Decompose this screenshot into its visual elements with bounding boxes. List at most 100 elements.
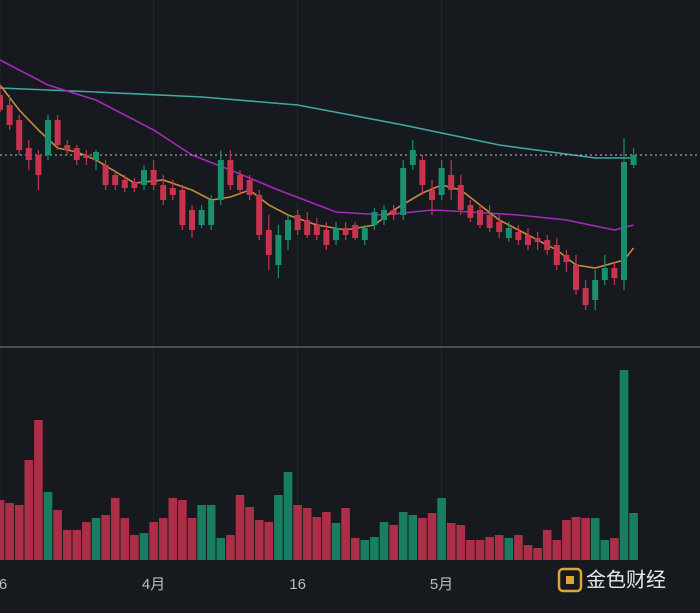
candle-body (265, 230, 272, 255)
candle-body (121, 180, 128, 188)
candle-body (169, 188, 176, 195)
candle-body (25, 148, 32, 160)
volume-bar (53, 510, 62, 560)
volume-bar (254, 520, 264, 560)
volume-bar (533, 548, 542, 560)
volume-bar (331, 523, 341, 560)
candle-body (54, 120, 61, 145)
candle-body (294, 215, 301, 230)
watermark-logo-core (566, 576, 574, 584)
volume-bar (379, 522, 389, 560)
volume-bar (523, 545, 533, 560)
candle-body (102, 165, 109, 185)
volume-bar (542, 530, 552, 560)
candle-body (467, 205, 474, 218)
volume-bar (341, 508, 350, 560)
candle-body (582, 288, 589, 305)
candle-body (189, 210, 195, 230)
volume-bar (101, 515, 110, 560)
candle-body (400, 168, 407, 215)
volume-bar (62, 530, 72, 560)
candle-body (515, 232, 522, 240)
candle-body (438, 168, 445, 195)
candle-body (160, 185, 167, 200)
candle-body (304, 220, 311, 235)
volume-bar (504, 538, 514, 560)
candle-body (83, 155, 90, 158)
candle-body (112, 175, 119, 185)
watermark: 金色财经 (557, 567, 666, 593)
volume-bar (312, 517, 322, 560)
candle-body (563, 255, 570, 262)
candle-body (361, 228, 368, 240)
candle-body (448, 175, 455, 190)
volume-bar (350, 538, 360, 560)
volume-bar (600, 540, 610, 560)
volume-bar (91, 518, 101, 560)
candle-body (429, 190, 435, 200)
candle-body (544, 240, 551, 250)
candle-body (93, 152, 99, 160)
candle-body (621, 162, 627, 280)
candle-body (208, 200, 215, 225)
candle-body (505, 228, 512, 238)
candle-body (150, 170, 157, 185)
volume-bar (562, 520, 571, 560)
candle-body (477, 210, 483, 225)
x-tick-label: 16 (289, 576, 306, 593)
volume-bar (408, 515, 418, 560)
volume-bar (72, 530, 82, 560)
candle-body (285, 220, 291, 240)
volume-bar (466, 540, 475, 560)
candle-body (217, 160, 224, 200)
candle-body (275, 235, 282, 265)
candle-body (601, 268, 608, 280)
volume-bar (370, 537, 379, 560)
volume-bar (245, 507, 254, 560)
volume-bar (437, 498, 446, 560)
candle-body (352, 225, 359, 238)
volume-bar (139, 533, 149, 560)
volume-bar (494, 535, 504, 560)
candle-body (6, 105, 13, 125)
candle-body (534, 238, 541, 242)
volume-bar (149, 522, 158, 560)
volume-bar (389, 525, 398, 560)
candle-body (64, 145, 71, 150)
volume-bar (514, 535, 523, 560)
candle-body (0, 95, 3, 110)
volume-bar (581, 518, 590, 560)
candle-body (246, 180, 253, 195)
candle-body (486, 215, 493, 228)
candle-body (237, 175, 243, 190)
candle-body (553, 245, 560, 265)
watermark-logo (557, 567, 583, 593)
moving-average-line (0, 59, 634, 231)
volume-bar (274, 495, 283, 560)
volume-bar (398, 512, 408, 560)
volume-bar (158, 518, 168, 560)
volume-bar (82, 522, 91, 560)
candle-body (611, 268, 618, 278)
volume-bar (216, 538, 226, 560)
volume-bar (456, 525, 466, 560)
volume-bar (427, 513, 437, 560)
candle-body (73, 148, 80, 160)
volume-bar (43, 492, 53, 560)
candle-body (573, 265, 579, 290)
candle-body (198, 210, 205, 225)
x-tick-label: 5月 (430, 576, 453, 593)
volume-bar (571, 517, 581, 560)
volume-bar (418, 518, 427, 560)
candle-body (409, 150, 416, 165)
candle-body (45, 120, 51, 155)
volume-bar (14, 505, 24, 560)
moving-average-line (0, 87, 634, 159)
candle-body (256, 195, 263, 235)
volume-bar (187, 518, 197, 560)
candle-body (457, 185, 464, 210)
volume-bar (446, 523, 456, 560)
candle-body (630, 155, 637, 165)
